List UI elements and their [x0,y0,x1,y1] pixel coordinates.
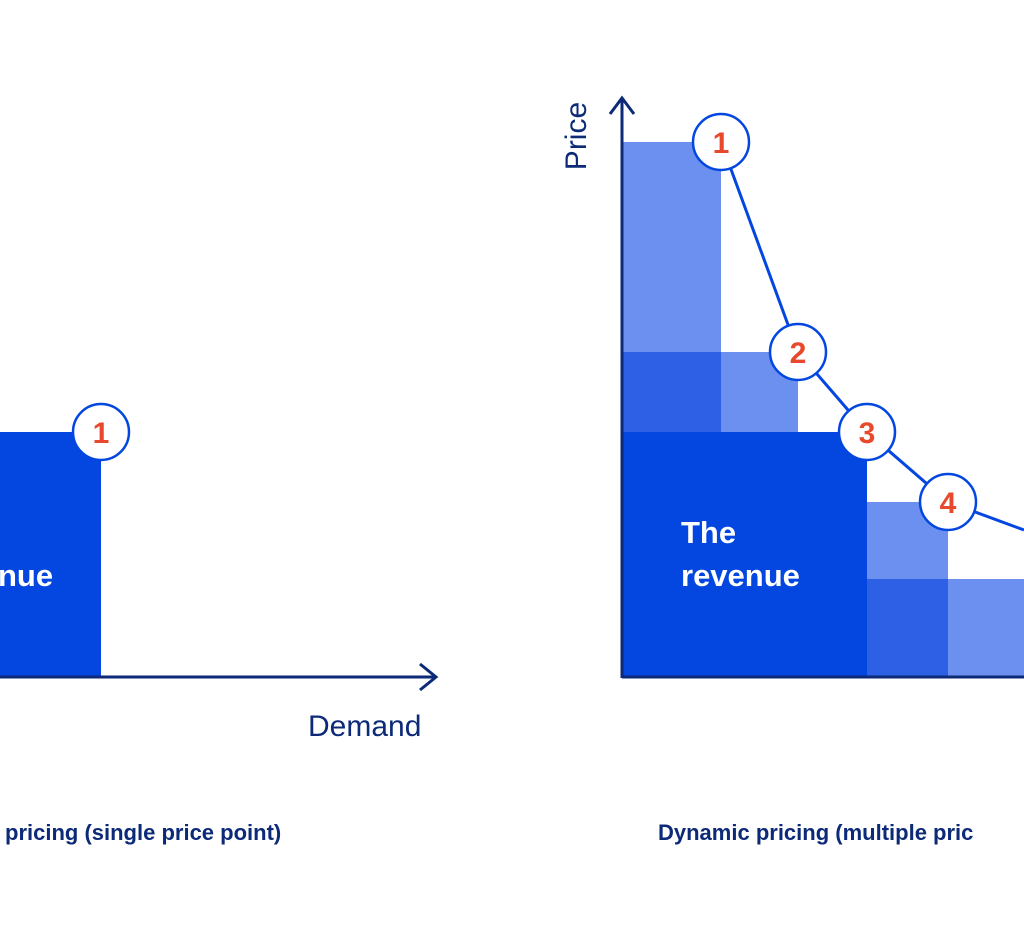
left-caption: pricing (single price point) [5,820,281,845]
step-block-4-lower [867,579,948,677]
left-x-axis-label: Demand [308,710,421,743]
right-price-point-3: 3 [837,402,897,462]
right-price-point-1-circle [691,112,751,172]
left-panel: nue Demand 1 pricing (single price point… [0,402,439,845]
right-price-point-2-label: 2 [790,337,807,370]
right-price-point-4-circle [918,472,978,532]
step-block-1-upper [622,142,721,352]
right-caption: Dynamic pricing (multiple pric [658,820,973,845]
left-revenue-label: nue [0,558,53,593]
step-block-5 [948,579,1024,677]
right-price-point-2-circle [768,322,828,382]
step-block-1-lower [622,352,721,432]
right-price-point-3-circle [837,402,897,462]
right-price-point-1: 1 [691,112,751,172]
right-price-point-4-label: 4 [940,487,957,520]
left-x-axis-arrowhead [419,662,439,692]
left-price-point-1: 1 [71,402,131,462]
left-revenue-area [0,432,101,677]
right-revenue-label-line2: revenue [681,558,800,593]
right-revenue-area [622,432,867,677]
right-price-point-3-label: 3 [859,417,876,450]
left-price-point-1-circle [71,402,131,462]
right-price-point-1-label: 1 [713,127,730,160]
right-revenue-label-line1: The [681,515,736,550]
right-price-point-2: 2 [768,322,828,382]
right-panel: Price The revenue 1 2 3 4 Dynamic pricin… [560,95,1024,845]
left-price-point-1-label: 1 [93,417,110,450]
right-y-axis-label: Price [560,102,593,170]
right-y-axis-arrowhead [608,95,636,115]
right-price-point-4: 4 [918,472,978,532]
